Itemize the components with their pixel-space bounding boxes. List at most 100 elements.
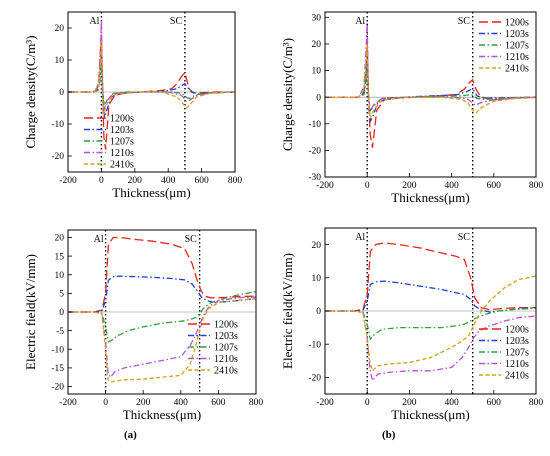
series-line-1207s (68, 63, 235, 107)
y-tick-label: 10 (55, 56, 65, 66)
chart-3: Al SC -200 0 200 400 600 800 -20 -10 0 10 20 Thicknes… (280, 227, 544, 422)
legend-entry-1200s: 1200s (505, 18, 529, 29)
y-tick-label: 20 (55, 234, 65, 244)
legend-entry-2410s: 2410s (214, 366, 238, 377)
y-tick-label: 30 (312, 14, 322, 24)
x-tick-label: 800 (529, 181, 544, 191)
annotation-label-al: Al (94, 234, 104, 245)
annotation-label-sc: SC (458, 16, 471, 27)
y-tick-label: 15 (55, 252, 65, 262)
series-line-2410s (325, 43, 536, 119)
legend-entry-2410s: 2410s (110, 160, 134, 171)
y-tick-label: 10 (55, 271, 65, 281)
legend-entry-1210s: 1210s (505, 359, 529, 370)
legend-entry-1207s: 1207s (110, 137, 134, 148)
series-line-2410s (68, 298, 256, 383)
legend-entry-1210s: 1210s (214, 354, 238, 365)
legend-entry-1203s: 1203s (110, 125, 134, 136)
legend-entry-1200s: 1200s (110, 114, 134, 125)
y-tick-label: -20 (51, 383, 64, 393)
y-tick-label: 0 (59, 308, 64, 318)
legend-entry-1210s: 1210s (505, 52, 529, 63)
y-tick-label: 0 (59, 88, 64, 98)
x-axis-label: Thickness(μm) (123, 407, 201, 422)
panel-label-b: (b) (382, 429, 396, 441)
legend-entry-1207s: 1207s (214, 343, 238, 354)
legend-entry-1207s: 1207s (505, 41, 529, 52)
chart-0: Al SC -200 0 200 400 600 800 -20 -10 0 10 20 Thicknes… (23, 11, 243, 200)
y-tick-label: -20 (51, 152, 64, 162)
annotation-label-al: Al (89, 16, 99, 27)
series-line-1210s (68, 21, 235, 112)
series-line-1207s (325, 307, 536, 341)
legend-entry-1200s: 1200s (214, 320, 238, 331)
series-line-1210s (325, 22, 536, 113)
legend-entry-1203s: 1203s (214, 331, 238, 342)
annotation-label-al: Al (355, 16, 365, 27)
x-tick-label: 600 (487, 181, 502, 191)
x-tick-label: 0 (365, 398, 370, 408)
y-tick-label: 0 (316, 93, 321, 103)
legend-entry-1210s: 1210s (110, 148, 134, 159)
annotation-label-al: Al (355, 232, 365, 243)
legend-entry-1203s: 1203s (505, 29, 529, 40)
series-line-1200s (68, 236, 256, 313)
y-tick-label: -20 (308, 147, 321, 157)
x-tick-label: 200 (402, 181, 417, 191)
series-line-1210s (68, 296, 256, 379)
series-line-1210s (325, 310, 536, 383)
x-axis-label: Thickness(μm) (391, 190, 469, 205)
y-tick-label: -5 (56, 327, 64, 337)
legend-entry-2410s: 2410s (505, 371, 529, 382)
x-tick-label: 200 (136, 398, 151, 408)
y-axis-label: Charge density(C/m³) (280, 38, 295, 151)
y-tick-label: -10 (308, 120, 321, 130)
y-axis-label: Electric field(kV/mm) (23, 254, 38, 370)
series-line-1207s (68, 290, 256, 343)
x-tick-label: 0 (103, 398, 108, 408)
y-tick-label: 0 (316, 307, 321, 317)
y-tick-label: 5 (59, 290, 64, 300)
x-tick-label: 400 (174, 398, 189, 408)
series-line-1207s (325, 65, 536, 113)
y-tick-label: 20 (55, 24, 65, 34)
y-tick-label: -20 (308, 374, 321, 384)
x-tick-label: 400 (444, 398, 459, 408)
y-axis-label: Charge density(C/m³) (23, 35, 38, 148)
x-tick-label: -200 (59, 398, 77, 408)
x-tick-label: 0 (365, 181, 370, 191)
panel-label-a: (a) (124, 429, 137, 441)
series-line-2410s (68, 40, 235, 115)
x-tick-label: 800 (228, 176, 243, 186)
series-line-1203s (68, 53, 235, 118)
legend-entry-1200s: 1200s (505, 325, 529, 336)
y-tick-label: -10 (51, 345, 64, 355)
y-tick-label: -15 (51, 364, 64, 374)
y-tick-label: 20 (312, 40, 322, 50)
y-tick-label: -30 (308, 173, 321, 183)
x-tick-label: 400 (444, 181, 459, 191)
x-tick-label: 200 (128, 176, 143, 186)
series-line-1203s (68, 275, 256, 313)
x-tick-label: -200 (316, 398, 334, 408)
x-tick-label: 200 (402, 398, 417, 408)
x-tick-label: -200 (316, 181, 334, 191)
annotation-label-sc: SC (170, 16, 183, 27)
y-tick-label: 20 (312, 241, 322, 251)
x-tick-label: 600 (211, 398, 226, 408)
annotation-label-sc: SC (185, 234, 198, 245)
y-tick-label: 10 (312, 274, 322, 284)
x-axis-label: Thickness(μm) (112, 185, 190, 200)
x-tick-label: 0 (99, 176, 104, 186)
series-line-1203s (325, 280, 536, 313)
annotation-label-sc: SC (458, 232, 471, 243)
chart-2: Al SC -200 0 200 400 600 800 -20 -15 -10 -5 0 5 10 15 20… (23, 229, 263, 422)
x-axis-label: Thickness(μm) (391, 407, 469, 422)
x-tick-label: 600 (487, 398, 502, 408)
x-tick-label: 800 (529, 398, 544, 408)
